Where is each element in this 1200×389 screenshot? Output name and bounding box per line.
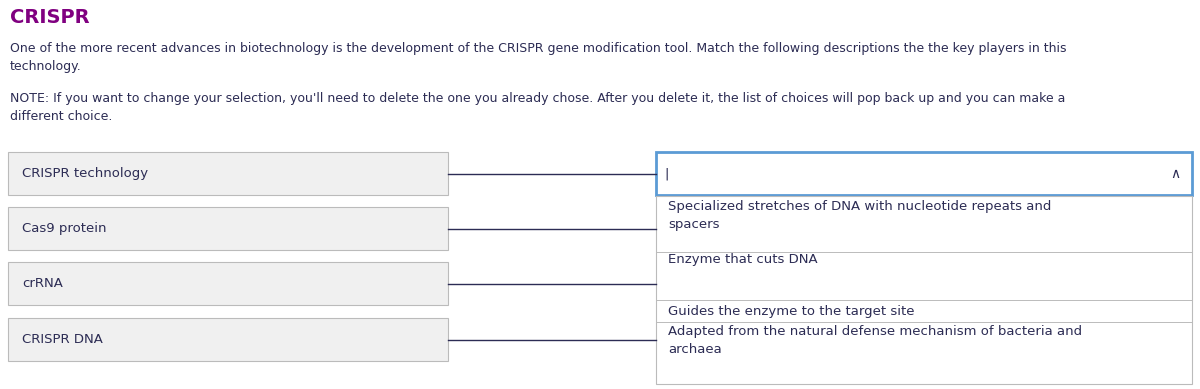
Text: ∧: ∧	[1170, 166, 1180, 180]
Bar	[8, 262, 448, 305]
Bar	[8, 318, 448, 361]
Text: Cas9 protein: Cas9 protein	[22, 222, 107, 235]
Bar	[656, 152, 1192, 195]
Bar	[8, 152, 448, 195]
Text: Enzyme that cuts DNA: Enzyme that cuts DNA	[668, 253, 817, 266]
Text: Specialized stretches of DNA with nucleotide repeats and
spacers: Specialized stretches of DNA with nucleo…	[668, 200, 1051, 231]
Text: Adapted from the natural defense mechanism of bacteria and
archaea: Adapted from the natural defense mechani…	[668, 325, 1082, 356]
Text: CRISPR: CRISPR	[10, 8, 90, 27]
Text: crRNA: crRNA	[22, 277, 62, 290]
Text: One of the more recent advances in biotechnology is the development of the CRISP: One of the more recent advances in biote…	[10, 42, 1067, 73]
Text: CRISPR technology: CRISPR technology	[22, 167, 148, 180]
Bar	[656, 196, 1192, 384]
Text: Guides the enzyme to the target site: Guides the enzyme to the target site	[668, 305, 914, 318]
Text: NOTE: If you want to change your selection, you'll need to delete the one you al: NOTE: If you want to change your selecti…	[10, 92, 1066, 123]
Text: |: |	[664, 167, 668, 180]
Text: CRISPR DNA: CRISPR DNA	[22, 333, 103, 346]
Bar	[8, 207, 448, 250]
